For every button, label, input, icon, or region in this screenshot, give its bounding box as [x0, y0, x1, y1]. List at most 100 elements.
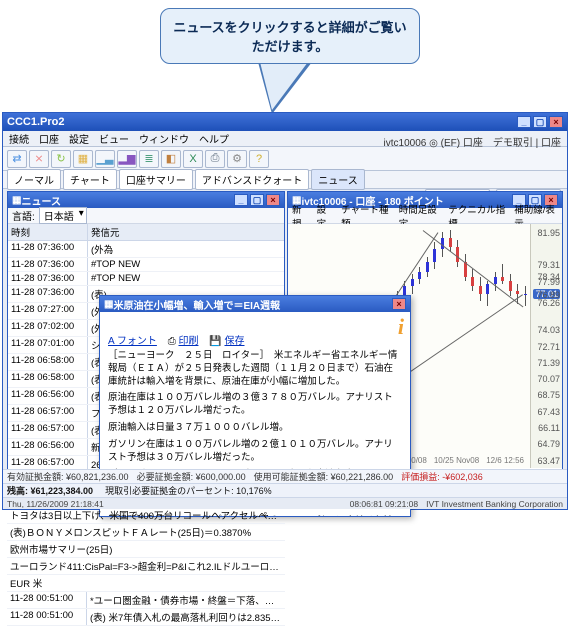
chart1-icon[interactable]: ▁▃: [95, 150, 115, 168]
mode-tab[interactable]: チャート: [63, 169, 117, 190]
menu-item[interactable]: 口座: [39, 131, 59, 146]
x-tick: 12/6 12:56: [486, 456, 524, 468]
detail-title-icon: ▦: [104, 299, 113, 310]
detail-title: 米原油在小幅増、輸入増で＝EIA週報: [113, 297, 280, 312]
news-time: 11-28 07:36:00: [8, 241, 88, 257]
mode-tab[interactable]: アドバンスドクォート: [195, 169, 309, 190]
print-icon: ⎙: [168, 336, 179, 347]
unrealized-pl: 評価損益: -¥602,036: [401, 470, 483, 483]
y-tick: 72.71: [537, 342, 560, 352]
y-tick: 64.79: [537, 439, 560, 449]
y-tick: 66.11: [538, 423, 560, 433]
news-time: 11-28 06:58:00: [8, 354, 88, 370]
ext-headline[interactable]: (表)ＢＯＮＹメロンスピットＦＡレート(25日)＝0.3870%: [7, 524, 285, 541]
candle: [426, 226, 429, 454]
candle: [411, 226, 414, 454]
account-info: ivtc10006 ◎ (EF) 口座 デモ取引 | 口座: [384, 134, 561, 149]
news-headline: #TOP NEW: [88, 258, 284, 271]
margin-available: 使用可能証拠金額: ¥60,221,286.00: [254, 470, 394, 483]
status-bar-1: 有効証拠金額: ¥60,821,236.00 必要証拠金額: ¥600,000.…: [3, 469, 567, 483]
candle: [509, 226, 512, 454]
news-close-button[interactable]: ×: [266, 194, 280, 206]
mode-tab[interactable]: 口座サマリー: [119, 169, 193, 190]
news-title-icon: ▦: [12, 195, 21, 206]
save-icon: 💾: [209, 336, 224, 347]
status-company: IVT Investment Banking Corporation: [426, 499, 563, 509]
y-tick: 74.03: [537, 325, 560, 335]
ext-headline: (表) 米7年債入札の最高落札利回りは2.835%=財務省: [87, 609, 285, 625]
col-time[interactable]: 時刻: [8, 224, 88, 240]
menu-item[interactable]: ウィンドウ: [139, 131, 189, 146]
help-icon[interactable]: ?: [249, 150, 269, 168]
col-title[interactable]: 発信元: [88, 224, 284, 240]
y-tick: 77.99: [537, 277, 560, 287]
news-maximize-button[interactable]: ▢: [250, 194, 264, 206]
title-bar: CCC1.Pro2 _ ▢ ×: [3, 113, 567, 131]
disconnect-icon[interactable]: ⨯: [29, 150, 49, 168]
candle: [464, 226, 467, 454]
ext-row[interactable]: 11-28 00:51:00(表) 米7年債入札の最高落札利回りは2.835%=…: [7, 609, 285, 626]
maximize-button[interactable]: ▢: [533, 116, 547, 128]
ext-headline: *ユーロ圏金融・債券市場・終盤＝下落、独財政赤字拡[対応: [87, 592, 285, 608]
detail-close-button[interactable]: ×: [392, 298, 406, 310]
x-tick: 10/25 Nov08: [434, 456, 479, 468]
grid-icon[interactable]: ▦: [73, 150, 93, 168]
news-time: 11-28 07:02:00: [8, 320, 88, 336]
candle: [486, 226, 489, 454]
lang-select[interactable]: 日本語: [39, 207, 87, 224]
print-icon[interactable]: ⎙: [205, 150, 225, 168]
news-time: 11-28 06:57:00: [8, 422, 88, 438]
detail-title-bar: ▦ 米原油在小幅増、輸入増で＝EIA週報 ×: [100, 296, 410, 312]
ext-time: 11-28 00:51:00: [7, 592, 87, 608]
close-button[interactable]: ×: [549, 116, 563, 128]
toolbar: ⇄⨯↻▦▁▃▂▆≣◧X⎙⚙?: [3, 147, 567, 171]
misc-icon[interactable]: ◧: [161, 150, 181, 168]
font-link[interactable]: A フォント: [108, 336, 157, 347]
news-row[interactable]: 11-28 07:36:00(外為: [8, 241, 284, 258]
news-row[interactable]: 11-28 07:36:00#TOP NEW: [8, 272, 284, 286]
xls-icon[interactable]: X: [183, 150, 203, 168]
mode-tab[interactable]: ニュース: [311, 169, 365, 190]
ext-headline[interactable]: 欧州市場サマリー(25日): [7, 541, 285, 558]
y-tick: 67.43: [537, 407, 560, 417]
ext-row[interactable]: 11-28 00:51:00*ユーロ圏金融・債券市場・終盤＝下落、独財政赤字拡[…: [7, 592, 285, 609]
y-tick: 76.26: [537, 298, 560, 308]
y-tick: 70.07: [537, 374, 560, 384]
candle: [433, 226, 436, 454]
minimize-button[interactable]: _: [517, 116, 531, 128]
news-time: 11-28 07:36:00: [8, 286, 88, 302]
main-window: CCC1.Pro2 _ ▢ × 接続口座設定ビューウィンドウヘルプ ivtc10…: [2, 112, 568, 510]
news-minimize-button[interactable]: _: [234, 194, 248, 206]
save-link[interactable]: 保存: [224, 336, 244, 347]
lang-label: 言語:: [12, 208, 35, 223]
ext-headline[interactable]: EUR 米: [7, 575, 285, 592]
print-link[interactable]: 印刷: [178, 336, 198, 347]
connect-icon[interactable]: ⇄: [7, 150, 27, 168]
mode-tab[interactable]: ノーマル: [7, 169, 61, 190]
list-icon[interactable]: ≣: [139, 150, 159, 168]
news-row[interactable]: 11-28 07:36:00#TOP NEW: [8, 258, 284, 272]
news-title-bar: ▦ ニュース _ ▢ ×: [8, 192, 284, 208]
detail-paragraph: ガソリン在庫は１００万バレル増の２億１０１０万バレル。アナリスト予想は３０万バレ…: [108, 439, 402, 465]
menu-item[interactable]: 設定: [69, 131, 89, 146]
info-icon: i: [398, 314, 404, 340]
status-time: Thu, 11/26/2009 21:18:41: [7, 499, 104, 509]
menu-item[interactable]: ビュー: [99, 131, 129, 146]
news-time: 11-28 07:01:00: [8, 337, 88, 353]
refresh-icon[interactable]: ↻: [51, 150, 71, 168]
balance: 残高: ¥61,223,384.00: [7, 484, 93, 497]
news-title: ニュース: [21, 193, 61, 208]
menu-item[interactable]: ヘルプ: [199, 131, 229, 146]
candle: [479, 226, 482, 454]
y-tick: 63.47: [537, 456, 560, 466]
menu-item[interactable]: 接続: [9, 131, 29, 146]
mode-bar: ノーマルチャート口座サマリーアドバンスドクォートニュース1. ニュース2. チャ…: [3, 171, 567, 189]
chart2-icon[interactable]: ▂▆: [117, 150, 137, 168]
status-bar-3: Thu, 11/26/2009 21:18:41 08:06:81 09:21:…: [3, 497, 567, 509]
chart-tabs: 新規設定チャート種類時間足設定テクニカル指標補助線/表示: [288, 208, 562, 224]
ext-headline[interactable]: トヨタは3日以上下げ、米国で400万台リコールへアクセルペダル調査: [7, 507, 285, 524]
ext-headline[interactable]: ユーロランド411:CisPal=F3->超金利=P&Iこれ2.ILドルユーロ3…: [7, 558, 285, 575]
settings-icon[interactable]: ⚙: [227, 150, 247, 168]
news-headline: #TOP NEW: [88, 272, 284, 285]
candle: [524, 226, 527, 454]
